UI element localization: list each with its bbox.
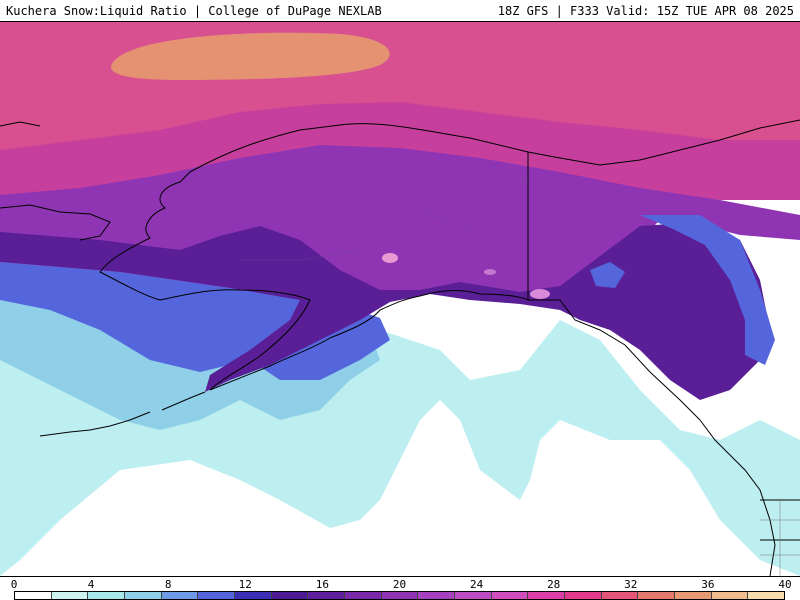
field-blue-patch — [590, 262, 625, 288]
colorbar-tick: 20 — [392, 578, 407, 591]
colorbar-swatch — [308, 592, 346, 599]
colorbar-swatch — [675, 592, 712, 599]
colorbar-swatch — [161, 592, 199, 599]
admin-boundary — [760, 500, 800, 576]
colorbar-tick: 36 — [701, 578, 715, 591]
colorbar-swatch — [51, 592, 89, 599]
highlight-spot — [530, 289, 550, 299]
colorbar-swatch — [748, 592, 785, 599]
field-blue-patch — [640, 215, 775, 365]
highlight-spot — [484, 269, 496, 275]
product-title: Kuchera Snow:Liquid Ratio | College of D… — [6, 4, 382, 18]
colorbar-swatch — [381, 592, 419, 599]
colorbar-tick: 24 — [469, 578, 484, 591]
colorbar-swatch — [638, 592, 676, 599]
colorbar-swatch — [418, 592, 456, 599]
colorbar-tick: 4 — [87, 578, 95, 591]
colorbar-swatch — [601, 592, 639, 599]
colorbar-tick: 12 — [238, 578, 252, 591]
colorbar-swatch — [711, 592, 749, 599]
colorbar-swatches — [14, 591, 785, 600]
colorbar-swatch — [271, 592, 309, 599]
colorbar-swatch — [88, 592, 126, 599]
colorbar-tick: 0 — [10, 578, 18, 591]
model-valid-time: 18Z GFS | F333 Valid: 15Z TUE APR 08 202… — [497, 4, 794, 18]
colorbar-tick: 16 — [315, 578, 330, 591]
colorbar-tick: 8 — [164, 578, 172, 591]
colorbar-swatch — [345, 592, 382, 599]
field-magenta — [0, 102, 800, 200]
field-deep-purple — [0, 222, 770, 400]
colorbar-legend: 0 4 8 12 16 20 24 28 32 36 40 — [0, 576, 800, 600]
highlight-spot — [382, 253, 398, 263]
colorbar-swatch — [198, 592, 236, 599]
colorbar-swatch — [455, 592, 492, 599]
colorbar-tick: 32 — [624, 578, 638, 591]
colorbar-tick: 40 — [778, 578, 792, 591]
aleutian-islands — [39, 391, 206, 437]
colorbar-swatch — [565, 592, 602, 599]
colorbar-swatch — [15, 592, 52, 599]
header-bar: Kuchera Snow:Liquid Ratio | College of D… — [0, 0, 800, 22]
colorbar-swatch — [125, 592, 162, 599]
map-panel[interactable] — [0, 22, 800, 576]
colorbar-swatch — [235, 592, 272, 599]
colorbar-swatch — [491, 592, 529, 599]
colorbar-tick: 28 — [547, 578, 561, 591]
field-peach-core — [111, 32, 390, 80]
admin-boundary — [240, 177, 528, 261]
snow-liquid-ratio-map — [0, 22, 800, 576]
alaska-canada-border — [527, 152, 701, 421]
colorbar-swatch — [528, 592, 566, 599]
russia-coastline — [0, 121, 111, 241]
colorbar-tick-labels: 0 4 8 12 16 20 24 28 32 36 40 — [10, 578, 792, 591]
pacific-northwest-coast — [699, 419, 776, 576]
canada-arctic-coast — [527, 119, 800, 166]
